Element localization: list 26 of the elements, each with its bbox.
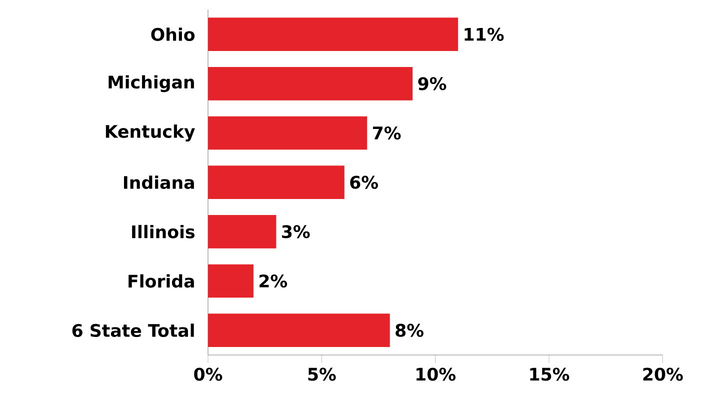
x-tick-label: 0% xyxy=(194,368,222,381)
data-label: 6% xyxy=(350,176,378,189)
x-tick-label: 20% xyxy=(643,368,683,381)
bar xyxy=(208,314,390,347)
y-tick-label: Florida xyxy=(128,274,194,288)
x-tick-label: 5% xyxy=(308,368,336,381)
data-label: 11% xyxy=(464,28,504,41)
bar xyxy=(208,67,413,100)
y-tick-label: Kentucky xyxy=(106,124,195,142)
data-label: 9% xyxy=(418,77,446,90)
bar xyxy=(208,264,254,298)
y-tick-label: Indiana xyxy=(124,176,194,190)
bar xyxy=(208,166,344,199)
y-tick-label: 6 State Total xyxy=(72,324,194,338)
bar xyxy=(208,214,276,248)
data-label: 8% xyxy=(396,324,424,337)
y-tick-label: Michigan xyxy=(108,75,194,92)
data-label: 2% xyxy=(260,274,288,288)
data-label: 3% xyxy=(282,225,310,238)
bar xyxy=(208,18,458,51)
x-tick-label: 15% xyxy=(530,368,570,381)
data-label: 7% xyxy=(372,126,401,140)
y-tick-label: Ohio xyxy=(151,28,195,42)
y-tick-label: Illinois xyxy=(132,224,194,238)
x-tick-label: 10% xyxy=(416,368,456,381)
bar xyxy=(208,116,368,150)
